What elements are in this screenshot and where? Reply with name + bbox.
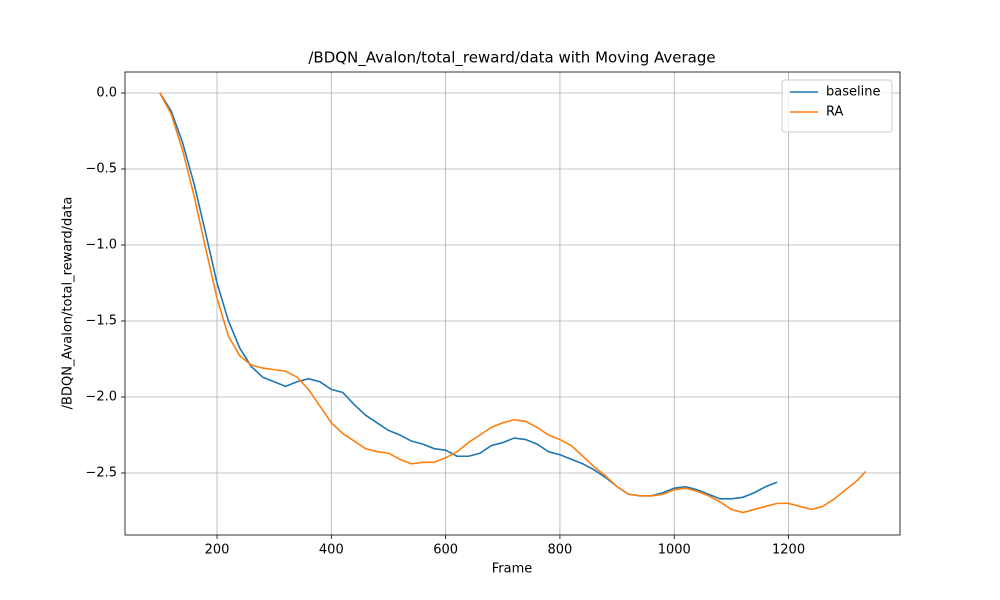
chart-title: /BDQN_Avalon/total_reward/data with Movi… bbox=[308, 49, 715, 68]
x-tick-label: 1000 bbox=[658, 543, 691, 558]
y-axis-label: /BDQN_Avalon/total_reward/data bbox=[61, 197, 76, 410]
x-tick-label: 600 bbox=[433, 543, 458, 558]
x-tick-label: 800 bbox=[548, 543, 573, 558]
y-tick-label: −2.5 bbox=[85, 465, 117, 480]
y-tick-label: −0.5 bbox=[85, 161, 117, 176]
y-tick-label: 0.0 bbox=[96, 85, 117, 100]
y-tick-label: −1.0 bbox=[85, 237, 117, 252]
x-tick-label: 200 bbox=[205, 543, 230, 558]
y-tick-label: −1.5 bbox=[85, 313, 117, 328]
x-axis-label: Frame bbox=[492, 562, 533, 577]
line bbox=[159, 92, 867, 514]
legend-label: baseline bbox=[826, 85, 880, 100]
line bbox=[159, 92, 778, 500]
legend-label: RA bbox=[826, 105, 844, 120]
plot-frame bbox=[124, 71, 901, 536]
x-tick-label: 400 bbox=[319, 543, 344, 558]
y-tick-label: −2.0 bbox=[85, 389, 117, 404]
x-tick-label: 1200 bbox=[772, 543, 805, 558]
legend-box bbox=[781, 79, 893, 133]
